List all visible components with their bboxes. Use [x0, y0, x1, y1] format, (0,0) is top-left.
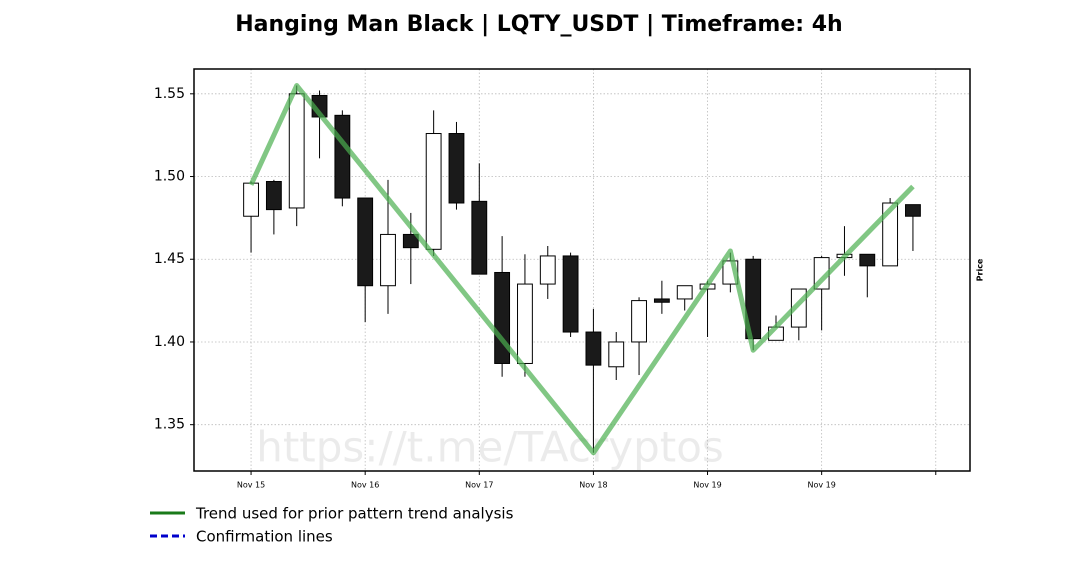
- candle-body: [402, 233, 419, 249]
- candle-body: [243, 182, 259, 217]
- y-tick-label: 1.35: [154, 417, 185, 433]
- candle-body: [608, 341, 625, 368]
- candle-body: [905, 204, 921, 217]
- y-tick-label: 1.45: [154, 251, 185, 267]
- candle-body: [288, 93, 305, 209]
- x-tick-label: Nov 15: [237, 481, 265, 490]
- candle-body: [631, 300, 647, 343]
- candle-body: [265, 180, 282, 211]
- candle-body: [585, 331, 602, 366]
- y-tick-label: 1.50: [154, 169, 185, 185]
- candle-body: [425, 133, 442, 250]
- candle-body: [562, 255, 579, 333]
- candle-body: [517, 283, 533, 364]
- watermark: https://t.me/TAcryptos: [256, 423, 724, 472]
- y-tick-label: 1.40: [154, 334, 185, 350]
- candle-body: [471, 200, 488, 275]
- legend-label: Trend used for prior pattern trend analy…: [195, 505, 514, 523]
- candle-body: [882, 202, 899, 267]
- candle-body: [539, 255, 556, 285]
- candle-body: [745, 258, 762, 340]
- x-tick-label: Nov 19: [807, 481, 835, 490]
- plot-frame: [193, 68, 971, 472]
- chart-title: Hanging Man Black | LQTY_USDT | Timefram…: [235, 12, 842, 37]
- candle-body: [676, 285, 693, 300]
- x-tick-label: Nov 17: [465, 481, 493, 490]
- candle-body: [334, 114, 351, 199]
- x-tick-label: Nov 16: [351, 481, 379, 490]
- x-tick-label: Nov 18: [579, 481, 607, 490]
- candle-body: [859, 253, 876, 267]
- candle-body: [357, 197, 374, 287]
- candle-body: [653, 298, 670, 303]
- candle-body: [448, 133, 465, 204]
- y-tick-label: 1.55: [154, 86, 185, 102]
- candle-body: [380, 233, 396, 287]
- trend-line: [248, 83, 915, 456]
- y-axis-label: Price: [976, 258, 985, 281]
- legend-label: Confirmation lines: [196, 528, 333, 546]
- x-tick-label: Nov 19: [693, 481, 721, 490]
